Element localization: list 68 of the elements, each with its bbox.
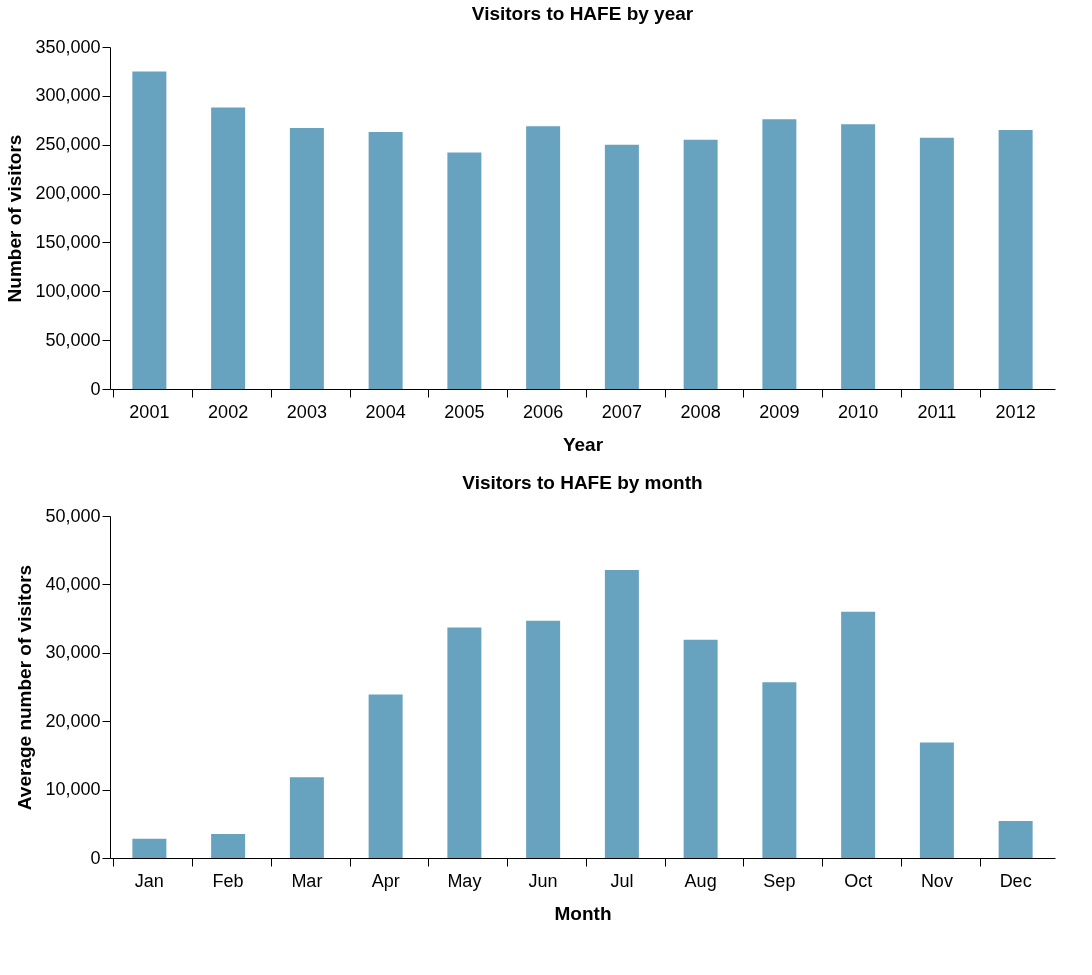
y-tick-label: 40,000 <box>45 573 101 594</box>
x-tick-label: Jul <box>610 870 634 891</box>
bar <box>841 124 876 389</box>
chart-title: Visitors to HAFE by month <box>462 472 703 493</box>
x-tick-label: 2011 <box>917 401 957 422</box>
x-tick-label: May <box>447 870 482 891</box>
x-tick-label: 2006 <box>523 401 564 422</box>
y-axis-title: Number of visitors <box>4 134 26 303</box>
bar <box>132 838 167 858</box>
x-tick-label: 2008 <box>680 401 721 422</box>
bar <box>526 126 561 389</box>
x-tick-label: Feb <box>212 870 244 891</box>
x-tick-label: 2002 <box>208 401 249 422</box>
x-tick-label: 2004 <box>365 401 406 422</box>
chart-title: Visitors to HAFE by year <box>471 3 694 24</box>
bar <box>998 821 1033 858</box>
x-tick-label: Sep <box>763 870 796 891</box>
x-tick-label: Dec <box>999 870 1032 891</box>
y-tick-label: 100,000 <box>35 280 101 301</box>
y-tick-label: 50,000 <box>45 329 101 350</box>
bar <box>841 611 876 858</box>
x-tick-label: 2001 <box>129 401 170 422</box>
y-tick-label: 0 <box>90 378 101 399</box>
x-tick-label: Nov <box>920 870 953 891</box>
bar <box>289 128 324 389</box>
x-axis-title: Year <box>562 433 604 455</box>
bar <box>683 139 718 389</box>
x-tick-label: 2009 <box>759 401 800 422</box>
bar <box>368 694 403 858</box>
x-tick-label: 2005 <box>444 401 485 422</box>
x-tick-label: Jan <box>134 870 164 891</box>
bar <box>526 620 561 858</box>
y-tick-label: 50,000 <box>45 505 101 526</box>
bar <box>368 132 403 389</box>
bar <box>447 627 482 858</box>
bar <box>132 71 167 389</box>
x-tick-label: Mar <box>291 870 323 891</box>
y-tick-label: 250,000 <box>35 134 101 155</box>
bar <box>447 152 482 389</box>
y-tick-label: 0 <box>90 847 101 868</box>
y-tick-label: 30,000 <box>45 642 101 663</box>
x-axis-title: Month <box>554 902 612 924</box>
bar <box>762 682 797 858</box>
bar <box>289 777 324 858</box>
y-tick-label: 150,000 <box>35 231 101 252</box>
y-tick-label: 20,000 <box>45 710 101 731</box>
bar <box>919 137 954 389</box>
bar <box>683 639 718 858</box>
y-axis-title: Average number of visitors <box>14 564 36 811</box>
bar <box>762 119 797 389</box>
bar <box>604 144 639 389</box>
y-tick-label: 10,000 <box>45 779 101 800</box>
bar <box>211 834 246 858</box>
bar <box>604 570 639 858</box>
x-tick-label: 2010 <box>838 401 879 422</box>
x-tick-label: Oct <box>844 870 873 891</box>
y-tick-label: 300,000 <box>35 85 101 106</box>
y-tick-label: 350,000 <box>35 36 101 57</box>
y-tick-label: 200,000 <box>35 183 101 204</box>
x-tick-label: 2012 <box>995 401 1036 422</box>
x-tick-label: Apr <box>371 870 400 891</box>
x-tick-label: Aug <box>684 870 717 891</box>
bar <box>211 107 246 389</box>
x-tick-label: 2003 <box>286 401 327 422</box>
x-tick-label: 2007 <box>601 401 642 422</box>
bar <box>998 130 1033 389</box>
x-tick-label: Jun <box>528 870 558 891</box>
bar <box>919 742 954 858</box>
